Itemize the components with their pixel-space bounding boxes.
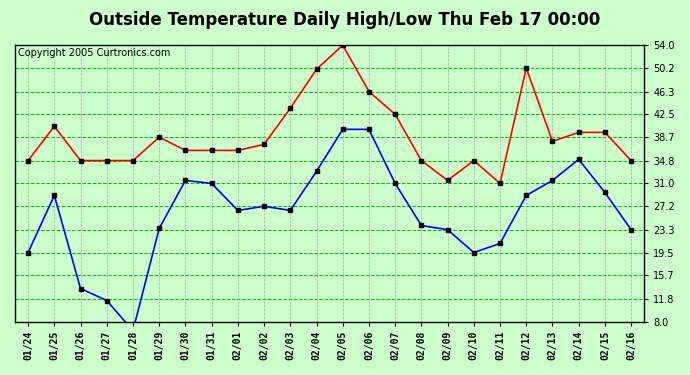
Text: Outside Temperature Daily High/Low Thu Feb 17 00:00: Outside Temperature Daily High/Low Thu F… — [90, 11, 600, 29]
Text: Copyright 2005 Curtronics.com: Copyright 2005 Curtronics.com — [18, 48, 170, 58]
